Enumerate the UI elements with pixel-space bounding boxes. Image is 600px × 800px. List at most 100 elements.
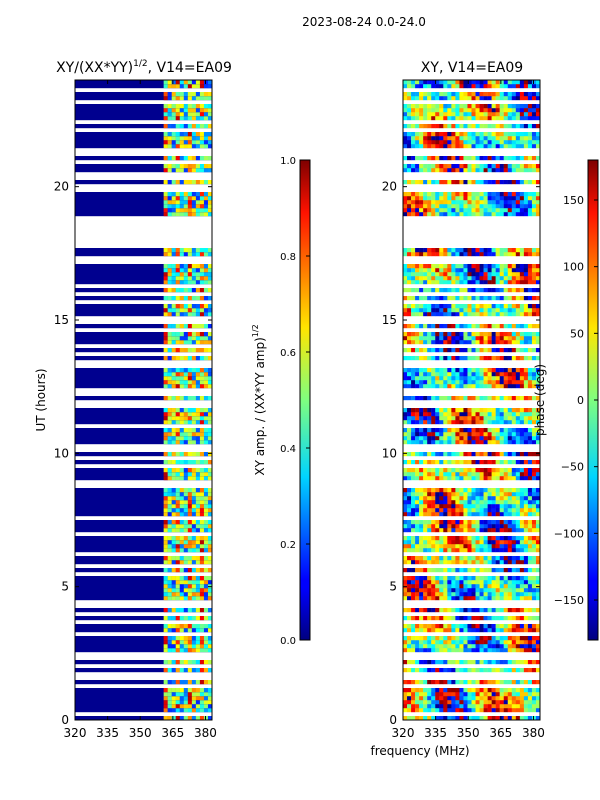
amplitude-cell xyxy=(163,436,168,441)
phase-cell xyxy=(443,520,448,525)
amplitude-cell xyxy=(171,592,176,597)
phase-cell xyxy=(515,596,521,601)
phase-cell xyxy=(467,592,472,597)
amplitude-cell xyxy=(167,644,172,649)
amplitude-cell xyxy=(207,376,213,381)
phase-cell xyxy=(459,180,464,185)
amplitude-cell xyxy=(183,500,189,505)
amplitude-cell xyxy=(187,180,193,185)
amplitude-cell xyxy=(203,112,209,117)
phase-cell xyxy=(499,336,504,341)
phase-cell xyxy=(503,384,508,389)
phase-cell xyxy=(443,640,448,645)
amplitude-cell xyxy=(187,212,193,217)
phase-cell xyxy=(423,692,428,697)
phase-cell xyxy=(515,336,521,341)
phase-cell xyxy=(463,304,468,309)
phase-cell xyxy=(491,568,496,573)
phase-cell xyxy=(527,624,533,629)
phase-cell xyxy=(407,348,412,353)
phase-cell xyxy=(515,140,521,145)
phase-cell xyxy=(531,376,537,381)
phase-cell xyxy=(403,136,408,141)
phase-cell xyxy=(451,660,456,665)
phase-cell xyxy=(487,116,492,121)
amplitude-cell xyxy=(171,468,176,473)
phase-cell xyxy=(427,280,432,285)
phase-cell xyxy=(471,412,476,417)
phase-cell xyxy=(491,124,496,129)
phase-cell xyxy=(511,452,517,457)
phase-cell xyxy=(523,112,529,117)
phase-cell xyxy=(499,624,504,629)
phase-cell xyxy=(479,500,484,505)
phase-cell xyxy=(451,252,456,257)
amplitude-cell xyxy=(183,700,189,705)
phase-cell xyxy=(431,568,436,573)
phase-cell xyxy=(495,372,500,377)
phase-cell xyxy=(499,84,504,89)
amplitude-cell xyxy=(163,592,168,597)
phase-cell xyxy=(423,376,428,381)
phase-cell xyxy=(511,644,517,649)
phase-cell xyxy=(523,660,529,665)
phase-cell xyxy=(479,704,484,709)
amplitude-cell xyxy=(207,112,213,117)
amplitude-cell xyxy=(203,248,209,253)
phase-cell xyxy=(459,452,464,457)
phase-cell xyxy=(463,528,468,533)
amplitude-cell xyxy=(203,548,209,553)
phase-cell xyxy=(415,92,420,97)
phase-cell xyxy=(503,248,508,253)
phase-cell xyxy=(419,668,424,673)
phase-cell xyxy=(447,80,452,85)
phase-cell xyxy=(419,312,424,317)
phase-cell xyxy=(431,528,436,533)
phase-cell xyxy=(471,440,476,445)
amplitude-cell xyxy=(199,508,205,513)
phase-cell xyxy=(463,608,468,613)
phase-cell xyxy=(471,408,476,413)
phase-cell xyxy=(443,156,448,161)
amplitude-cell xyxy=(203,268,209,273)
phase-cell xyxy=(435,348,440,353)
amplitude-cell xyxy=(207,640,213,645)
phase-cell xyxy=(447,668,452,673)
phase-cell xyxy=(511,588,517,593)
phase-cell xyxy=(459,592,464,597)
phase-cell xyxy=(503,528,508,533)
phase-cell xyxy=(527,528,533,533)
amplitude-cell xyxy=(187,472,193,477)
phase-cell xyxy=(531,140,537,145)
phase-cell xyxy=(531,80,537,85)
amplitude-cell xyxy=(207,332,213,337)
phase-cell xyxy=(403,348,408,353)
phase-cell xyxy=(419,700,424,705)
phase-cell xyxy=(403,596,408,601)
amplitude-cell xyxy=(191,196,197,201)
amplitude-cell xyxy=(163,96,168,101)
phase-cell xyxy=(503,576,508,581)
amplitude-cell xyxy=(195,164,201,169)
amplitude-cell xyxy=(167,700,172,705)
phase-cell xyxy=(471,268,476,273)
amplitude-cell xyxy=(179,452,184,457)
amplitude-cell xyxy=(203,704,209,709)
phase-cell xyxy=(423,204,428,209)
phase-cell xyxy=(527,376,533,381)
amplitude-cell xyxy=(195,112,201,117)
phase-cell xyxy=(455,144,460,149)
phase-cell xyxy=(527,520,533,525)
phase-cell xyxy=(403,264,408,269)
amplitude-cell xyxy=(195,276,201,281)
amplitude-cell xyxy=(179,212,184,217)
phase-cell xyxy=(499,544,504,549)
phase-cell xyxy=(471,280,476,285)
phase-cell xyxy=(479,108,484,113)
phase-cell xyxy=(491,592,496,597)
amplitude-cell xyxy=(191,596,197,601)
amplitude-cell xyxy=(187,408,193,413)
phase-cell xyxy=(471,628,476,633)
phase-cell xyxy=(499,504,504,509)
amplitude-cell xyxy=(187,276,193,281)
